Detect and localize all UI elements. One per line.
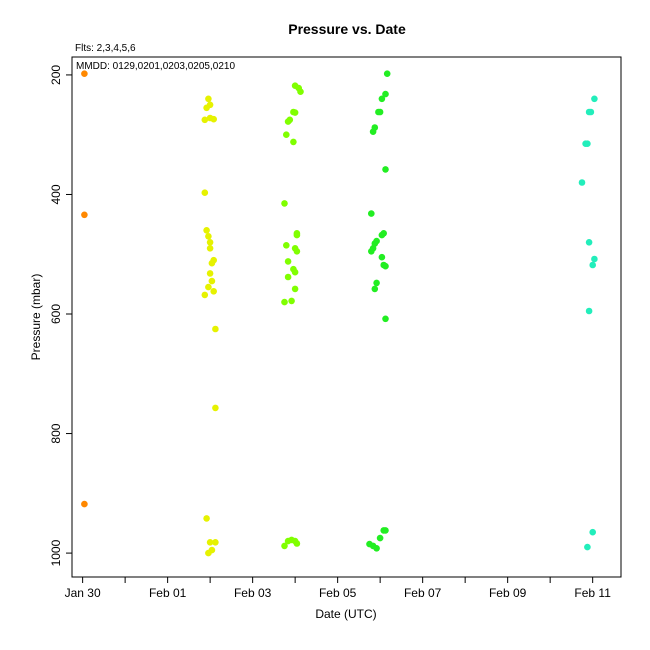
point-series-1-13 <box>206 270 214 277</box>
y-tick-label-0: 200 <box>49 65 63 85</box>
y-tick-label-2: 600 <box>49 304 63 324</box>
point-series-3-2 <box>378 95 386 103</box>
x-tick-label-1: Feb 01 <box>149 586 187 600</box>
point-series-1-14 <box>208 277 216 285</box>
point-series-2-26 <box>281 542 288 550</box>
point-series-4-9 <box>585 307 593 315</box>
dates-annotation: MMDD: 0129,0201,0203,0205,0210 <box>76 61 235 72</box>
y-axis: 200 400 600 800 1000 <box>49 65 72 566</box>
point-series-1-10 <box>206 245 214 252</box>
point-series-1-6 <box>201 189 209 196</box>
point-series-1-19 <box>212 404 219 412</box>
point-series-3-0 <box>383 70 391 77</box>
point-series-3-15 <box>378 253 386 261</box>
point-series-3-8 <box>368 210 375 217</box>
point-series-1-7 <box>203 227 210 234</box>
x-tick-label-3: Feb 05 <box>319 586 357 600</box>
point-series-4-6 <box>585 239 593 246</box>
data-points <box>81 70 598 557</box>
point-series-1-15 <box>205 283 212 291</box>
point-series-0-1 <box>81 211 88 219</box>
x-axis: Jan 30 Feb 01 Feb 03 Feb 05 Feb 07 Feb 09 Feb … <box>65 577 611 600</box>
point-series-3-14 <box>368 248 375 255</box>
point-series-2-25 <box>293 540 301 547</box>
y-tick-label-4: 1000 <box>49 539 63 566</box>
point-series-2-19 <box>291 285 299 293</box>
plot-frame <box>71 56 622 578</box>
point-series-1-0 <box>201 116 209 124</box>
flights-annotation: Flts: 2,3,4,5,6 <box>75 43 136 54</box>
point-series-3-20 <box>382 315 389 323</box>
point-series-0-2 <box>81 500 88 508</box>
point-series-1-17 <box>201 291 209 299</box>
point-series-1-24 <box>205 549 212 557</box>
x-axis-label: Date (UTC) <box>315 607 376 621</box>
point-series-2-11 <box>293 231 301 239</box>
y-tick-label-1: 400 <box>49 184 63 204</box>
point-series-0-0 <box>81 70 88 77</box>
point-series-2-8 <box>290 138 297 146</box>
point-series-3-17 <box>382 262 389 270</box>
point-series-3-26 <box>373 545 380 552</box>
point-series-1-21 <box>206 539 214 546</box>
point-series-3-1 <box>382 90 389 98</box>
x-tick-label-4: Feb 07 <box>404 586 442 600</box>
x-tick-label-5: Feb 09 <box>489 586 527 600</box>
point-series-3-4 <box>376 108 384 116</box>
point-series-1-18 <box>212 325 219 333</box>
point-series-1-4 <box>206 101 214 109</box>
point-series-1-12 <box>210 256 217 264</box>
point-series-4-11 <box>584 543 591 551</box>
point-series-4-2 <box>587 108 595 116</box>
x-tick-label-2: Feb 03 <box>234 586 272 600</box>
point-series-2-4 <box>291 109 299 116</box>
point-series-3-10 <box>378 231 386 239</box>
point-series-2-2 <box>297 88 304 95</box>
point-series-2-15 <box>284 258 292 265</box>
point-series-1-9 <box>206 239 214 246</box>
x-tick-label-0: Jan 30 <box>65 586 101 600</box>
point-series-4-4 <box>584 140 591 147</box>
point-series-2-12 <box>283 242 290 249</box>
chart-title: Pressure vs. Date <box>288 21 406 37</box>
point-series-2-7 <box>283 131 290 138</box>
point-series-3-18 <box>373 279 380 287</box>
point-series-2-18 <box>284 273 292 281</box>
x-tick-label-6: Feb 11 <box>574 586 611 600</box>
point-series-2-14 <box>293 248 301 255</box>
point-series-4-8 <box>589 261 596 269</box>
point-series-4-7 <box>591 255 598 263</box>
point-series-4-0 <box>591 95 598 103</box>
y-axis-label: Pressure (mbar) <box>29 274 43 361</box>
point-series-3-7 <box>382 166 389 173</box>
point-series-3-23 <box>376 534 384 542</box>
point-series-3-6 <box>369 128 377 135</box>
point-series-1-16 <box>210 288 217 295</box>
point-series-2-6 <box>284 118 292 125</box>
point-series-1-22 <box>212 539 219 546</box>
point-series-4-10 <box>589 528 596 536</box>
point-series-1-8 <box>205 233 212 240</box>
point-series-1-20 <box>203 515 210 522</box>
point-series-2-21 <box>288 297 295 305</box>
point-series-4-5 <box>578 179 586 186</box>
y-tick-label-3: 800 <box>49 423 63 443</box>
point-series-3-22 <box>382 527 389 534</box>
point-series-1-5 <box>210 115 217 123</box>
point-series-3-19 <box>371 285 379 293</box>
point-series-2-9 <box>281 200 288 207</box>
point-series-2-17 <box>291 268 299 276</box>
point-series-1-1 <box>205 95 212 103</box>
point-series-2-20 <box>281 298 288 306</box>
